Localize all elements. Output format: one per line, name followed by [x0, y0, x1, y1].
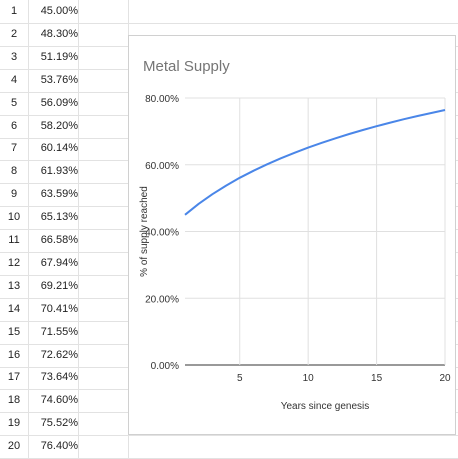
row-number: 15 — [7, 325, 21, 338]
row-number: 17 — [7, 371, 21, 384]
row-number: 4 — [10, 73, 18, 86]
row-number: 1 — [10, 5, 18, 17]
line-chart: 0.00% 20.00% 40.00% 60.00% 80.00% 5 10 15 20 Year… — [139, 94, 451, 412]
row-number: 11 — [8, 234, 20, 246]
cell-value[interactable]: 67.94% — [40, 256, 78, 269]
row-number: 12 — [7, 256, 21, 269]
y-tick-label: 0.00% — [151, 361, 179, 372]
x-axis-label: Years since genesis — [281, 401, 370, 412]
row-number: 6 — [10, 119, 18, 132]
row-number: 2 — [10, 27, 18, 40]
cell-value[interactable]: 72.62% — [40, 348, 78, 361]
y-tick-label: 40.00% — [145, 228, 179, 239]
row-number: 7 — [10, 142, 18, 155]
cell-value[interactable]: 56.09% — [40, 96, 78, 109]
row-number: 16 — [7, 348, 21, 361]
cell-value[interactable]: 58.20% — [40, 119, 78, 132]
row-number: 20 — [7, 440, 21, 453]
cell-value[interactable]: 66.58% — [40, 234, 78, 246]
y-tick-label: 60.00% — [145, 161, 179, 172]
row-number: 14 — [7, 302, 21, 315]
chart-title: Metal Supply — [143, 58, 230, 75]
cell-value[interactable]: 45.00% — [40, 5, 78, 17]
cell-value[interactable]: 51.19% — [40, 50, 78, 63]
x-tick-label: 10 — [303, 373, 315, 384]
chart-card[interactable]: Metal Supply 0.00% 20.00% 40.00% 60.00% 80.0… — [128, 35, 456, 435]
cell-value[interactable]: 71.55% — [40, 325, 78, 338]
y-tick-label: 20.00% — [145, 294, 179, 305]
row-number: 8 — [10, 165, 18, 178]
x-tick-label: 15 — [371, 373, 383, 384]
row-number: 19 — [7, 417, 21, 430]
cell-value[interactable]: 60.14% — [40, 142, 78, 155]
cell-value[interactable]: 74.60% — [40, 394, 78, 407]
x-tick-label: 5 — [237, 373, 243, 384]
cell-value[interactable]: 63.59% — [40, 188, 78, 201]
cell-value[interactable]: 48.30% — [40, 27, 78, 40]
cell-value[interactable]: 73.64% — [40, 371, 78, 384]
cell-value[interactable]: 70.41% — [40, 302, 78, 315]
row-number: 9 — [10, 188, 18, 201]
cell-value[interactable]: 76.40% — [40, 440, 78, 453]
cell-value[interactable]: 75.52% — [40, 417, 78, 430]
series-line — [184, 109, 446, 216]
column-divider — [78, 0, 79, 458]
column-divider — [28, 0, 29, 458]
x-tick-label: 20 — [439, 373, 451, 384]
row-number: 3 — [10, 50, 18, 63]
table-row[interactable]: 20 76.40% — [0, 435, 458, 459]
row-number: 5 — [10, 96, 18, 109]
row-number: 13 — [7, 279, 21, 292]
y-axis-label: % of supply reached — [139, 186, 150, 277]
cell-value[interactable]: 69.21% — [40, 279, 78, 292]
y-tick-label: 80.00% — [145, 94, 179, 105]
row-number: 10 — [7, 211, 21, 224]
table-row[interactable]: 19 75.52% — [0, 412, 458, 437]
cell-value[interactable]: 53.76% — [40, 73, 78, 86]
cell-value[interactable]: 61.93% — [40, 165, 78, 178]
row-number: 18 — [7, 394, 21, 407]
cell-value[interactable]: 65.13% — [40, 211, 78, 224]
table-row[interactable]: 1 45.00% — [0, 0, 458, 24]
